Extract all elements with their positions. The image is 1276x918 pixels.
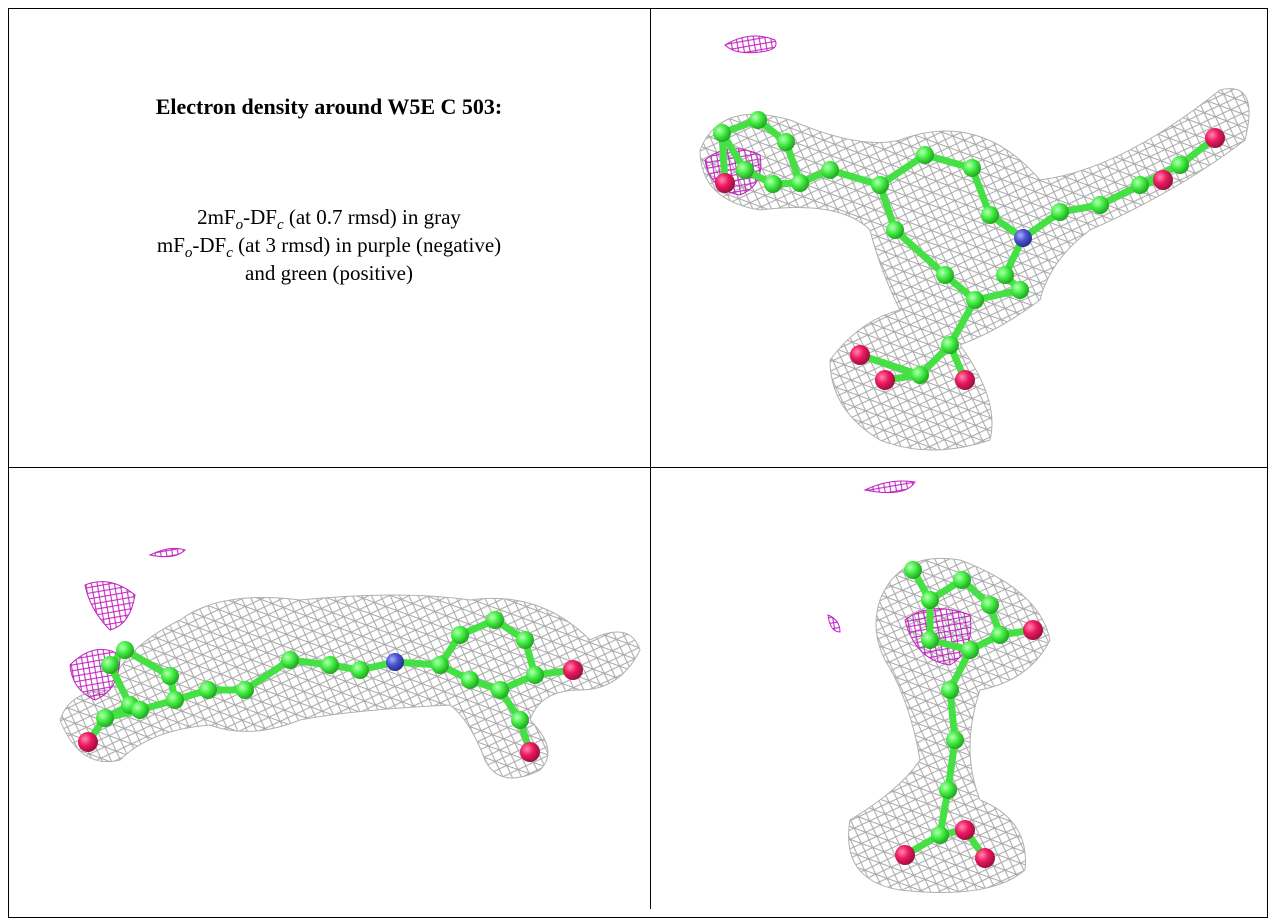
atom [946, 731, 964, 749]
atom [1023, 620, 1043, 640]
atom [351, 661, 369, 679]
text: (at 3 rmsd) in purple (negative) [232, 233, 502, 257]
atom [526, 666, 544, 684]
atom [101, 656, 119, 674]
atom [461, 671, 479, 689]
atom [1051, 203, 1069, 221]
atom [955, 820, 975, 840]
bond [876, 151, 929, 189]
atom [1131, 176, 1149, 194]
row-divider [8, 467, 1268, 468]
bond [856, 351, 924, 379]
subscript: o [184, 245, 193, 262]
atom [904, 561, 922, 579]
difference-density [863, 480, 916, 494]
atom [1205, 128, 1225, 148]
difference-density [84, 581, 136, 631]
subscript: c [276, 217, 284, 234]
caption-title: Electron density around W5E C 503: [155, 94, 503, 119]
atom [777, 133, 795, 151]
atom [895, 845, 915, 865]
atom [953, 571, 971, 589]
difference-density [148, 547, 186, 558]
atom [486, 611, 504, 629]
subscript: c [226, 245, 233, 262]
cell-divider [650, 8, 651, 909]
atom [491, 681, 509, 699]
atom [1091, 196, 1109, 214]
atom [850, 345, 870, 365]
difference-density [724, 35, 777, 54]
atom [921, 591, 939, 609]
density-mesh [699, 88, 1250, 451]
text: -DF [243, 205, 277, 229]
density-mesh [848, 557, 1051, 893]
atom [321, 656, 339, 674]
text: -DF [192, 233, 227, 257]
molecule-renderings [59, 35, 1250, 893]
text: 2mF [197, 205, 236, 229]
atom [116, 641, 134, 659]
atom [199, 681, 217, 699]
bond [891, 226, 949, 279]
difference-density [827, 614, 841, 633]
atom [713, 124, 731, 142]
atom [791, 174, 809, 192]
atom [931, 826, 949, 844]
atom [991, 626, 1009, 644]
atom [431, 656, 449, 674]
bond [241, 656, 294, 694]
atom [131, 701, 149, 719]
atom [981, 596, 999, 614]
atom [166, 691, 184, 709]
atom [871, 176, 889, 194]
atom [963, 159, 981, 177]
atom [78, 732, 98, 752]
atom [236, 681, 254, 699]
atom [1014, 229, 1032, 247]
atom [996, 266, 1014, 284]
atom [563, 660, 583, 680]
subscript: o [235, 217, 244, 234]
atom [955, 370, 975, 390]
atom [96, 709, 114, 727]
density-mesh [59, 594, 641, 779]
atom [520, 742, 540, 762]
caption-line: 2mFo-DFc (at 0.7 rmsd) in gray [8, 205, 650, 234]
atom [1171, 156, 1189, 174]
text: (at 0.7 rmsd) in gray [283, 205, 461, 229]
atom [1153, 170, 1173, 190]
atom [821, 161, 839, 179]
atom [511, 711, 529, 729]
atom [886, 221, 904, 239]
atom [516, 631, 534, 649]
atom [981, 206, 999, 224]
atom [875, 370, 895, 390]
atom [281, 651, 299, 669]
atom [941, 681, 959, 699]
atom [736, 161, 754, 179]
atom [161, 667, 179, 685]
caption-line: mFo-DFc (at 3 rmsd) in purple (negative) [8, 233, 650, 262]
atom [715, 173, 735, 193]
atom [936, 266, 954, 284]
atom [916, 146, 934, 164]
atom [911, 366, 929, 384]
caption-line: and green (positive) [245, 261, 413, 285]
atom [764, 175, 782, 193]
text: mF [156, 233, 185, 257]
atom [1011, 281, 1029, 299]
atom [975, 848, 995, 868]
atom [961, 641, 979, 659]
atom [939, 781, 957, 799]
atom [451, 626, 469, 644]
atom [941, 336, 959, 354]
atom [921, 631, 939, 649]
atom [749, 111, 767, 129]
atom [966, 291, 984, 309]
atom [386, 653, 404, 671]
